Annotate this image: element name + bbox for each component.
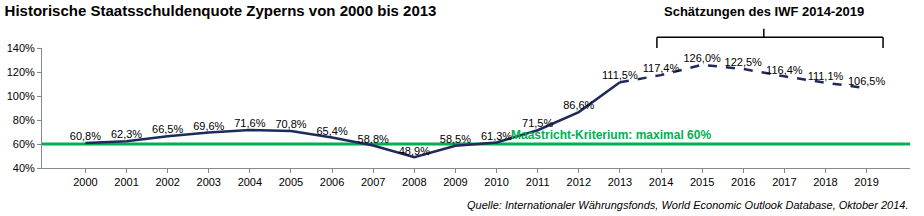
svg-text:71,6%: 71,6% (234, 117, 265, 129)
svg-text:100%: 100% (7, 90, 35, 102)
svg-text:140%: 140% (7, 42, 35, 54)
svg-text:40%: 40% (13, 162, 35, 174)
svg-text:2001: 2001 (114, 176, 138, 188)
svg-text:126,0%: 126,0% (683, 52, 721, 64)
svg-text:2014: 2014 (649, 176, 673, 188)
svg-text:Quelle: Internationaler Währun: Quelle: Internationaler Währungsfonds, W… (467, 199, 908, 211)
svg-text:2019: 2019 (854, 176, 878, 188)
svg-text:65,4%: 65,4% (316, 125, 347, 137)
svg-text:86,6%: 86,6% (563, 99, 594, 111)
svg-text:2013: 2013 (608, 176, 632, 188)
svg-text:2016: 2016 (731, 176, 755, 188)
svg-text:2017: 2017 (772, 176, 796, 188)
svg-text:66,5%: 66,5% (152, 123, 183, 135)
svg-text:60,8%: 60,8% (70, 130, 101, 142)
svg-text:2000: 2000 (73, 176, 97, 188)
svg-text:58,5%: 58,5% (440, 133, 471, 145)
svg-text:2009: 2009 (443, 176, 467, 188)
svg-text:2002: 2002 (155, 176, 179, 188)
svg-text:Schätzungen des IWF 2014-2019: Schätzungen des IWF 2014-2019 (664, 4, 864, 19)
svg-text:60%: 60% (13, 138, 35, 150)
svg-text:2015: 2015 (690, 176, 714, 188)
svg-text:2012: 2012 (567, 176, 591, 188)
svg-text:70,8%: 70,8% (275, 118, 306, 130)
svg-text:2018: 2018 (813, 176, 837, 188)
svg-text:2011: 2011 (526, 176, 550, 188)
svg-text:71,5%: 71,5% (522, 117, 553, 129)
svg-text:2005: 2005 (279, 176, 303, 188)
svg-text:111,1%: 111,1% (808, 70, 844, 82)
svg-text:2003: 2003 (197, 176, 221, 188)
svg-text:61,3%: 61,3% (481, 130, 512, 142)
svg-text:116,4%: 116,4% (766, 64, 803, 76)
svg-text:Historische Staatsschuldenquot: Historische Staatsschuldenquote Zyperns … (5, 2, 437, 19)
svg-text:80%: 80% (13, 114, 35, 126)
svg-text:2004: 2004 (238, 176, 262, 188)
svg-text:48,9%: 48,9% (399, 145, 430, 157)
svg-text:Maastricht-Kriterium: maximal: Maastricht-Kriterium: maximal 60% (511, 128, 711, 142)
svg-text:2006: 2006 (320, 176, 344, 188)
svg-text:62,3%: 62,3% (111, 128, 142, 140)
svg-text:69,6%: 69,6% (193, 120, 224, 132)
svg-text:2008: 2008 (402, 176, 426, 188)
svg-text:2007: 2007 (361, 176, 385, 188)
svg-text:120%: 120% (7, 66, 35, 78)
svg-text:111,5%: 111,5% (602, 69, 638, 81)
svg-text:2010: 2010 (484, 176, 508, 188)
svg-text:58,8%: 58,8% (358, 133, 389, 145)
svg-text:117,4%: 117,4% (643, 62, 680, 74)
svg-text:106,5%: 106,5% (848, 75, 886, 87)
svg-text:122,5%: 122,5% (725, 56, 763, 68)
